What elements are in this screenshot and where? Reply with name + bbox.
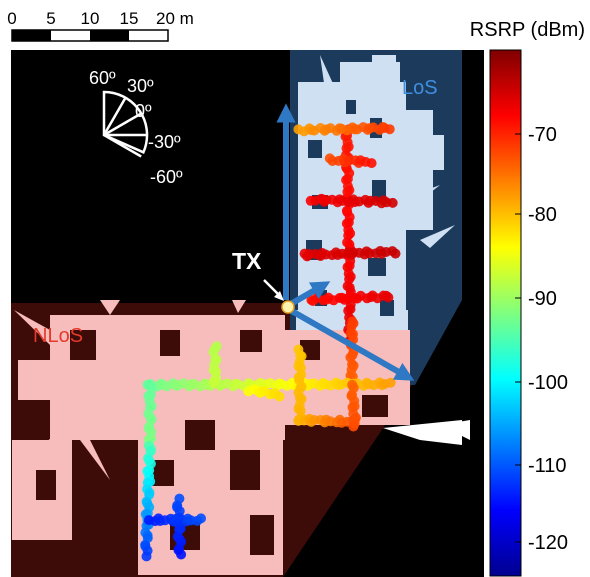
rsrp-point	[176, 549, 187, 560]
angle-legend	[102, 90, 149, 158]
tx-label: TX	[232, 248, 262, 274]
rsrp-point	[196, 513, 206, 524]
angle-label-60: 60º	[89, 68, 116, 88]
white-structures	[383, 420, 470, 445]
rsrp-point	[141, 551, 152, 562]
rsrp-point	[384, 124, 395, 135]
scale-tick-5: 5	[46, 9, 55, 28]
map-area	[11, 50, 484, 577]
rsrp-point	[387, 197, 398, 208]
arrow-southeast	[288, 307, 415, 381]
rsrp-point	[383, 292, 394, 303]
rsrp-point	[209, 378, 220, 389]
angle-ray-30	[103, 112, 142, 137]
angle-fan	[102, 90, 149, 154]
colorbar-tick-label: -80	[528, 204, 557, 226]
angle-ray-60	[102, 97, 127, 136]
colorbar-tick-label: -90	[528, 288, 557, 310]
angle-label-0: 0º	[135, 101, 152, 121]
rsrp-point	[274, 391, 285, 402]
angle-label-minus30: -30º	[148, 132, 181, 152]
colorbar-tick-label: -100	[528, 372, 568, 394]
rsrp-point	[390, 248, 401, 259]
colorbar-gradient	[489, 49, 522, 577]
scale-tick-10: 10	[81, 9, 100, 28]
nlos-label: NLoS	[33, 325, 83, 347]
scale-bar: 0 5 10 15 20 m	[7, 9, 194, 42]
angle-ray-minus30	[103, 133, 142, 158]
rsrp-point	[385, 377, 396, 388]
colorbar-tick-label: -70	[528, 124, 557, 146]
rsrp-point	[348, 421, 359, 432]
los-label: LoS	[402, 77, 438, 99]
angle-label-minus60: -60º	[150, 167, 183, 187]
rsrp-measurements	[140, 122, 401, 562]
tx-marker	[281, 300, 295, 314]
tx-pointer-head	[274, 291, 284, 301]
transmitter: TX	[232, 248, 295, 314]
colorbar: RSRP (dBm) -70 -80 -90 -100 -110 -120	[470, 19, 585, 577]
colorbar-title: RSRP (dBm)	[470, 19, 585, 41]
arrow-northeast	[287, 281, 331, 308]
colorbar-tick-label: -120	[528, 532, 568, 554]
beam-arrows	[276, 103, 415, 381]
scale-tick-15: 15	[120, 9, 139, 28]
scale-tick-0: 0	[7, 9, 16, 28]
rsrp-point	[366, 158, 377, 169]
angle-label-30: 30º	[127, 76, 154, 96]
scale-tick-20m: 20 m	[156, 9, 194, 28]
angle-labels: 60º 30º 0º -30º -60º	[89, 68, 183, 187]
colorbar-tick-label: -110	[528, 455, 567, 477]
